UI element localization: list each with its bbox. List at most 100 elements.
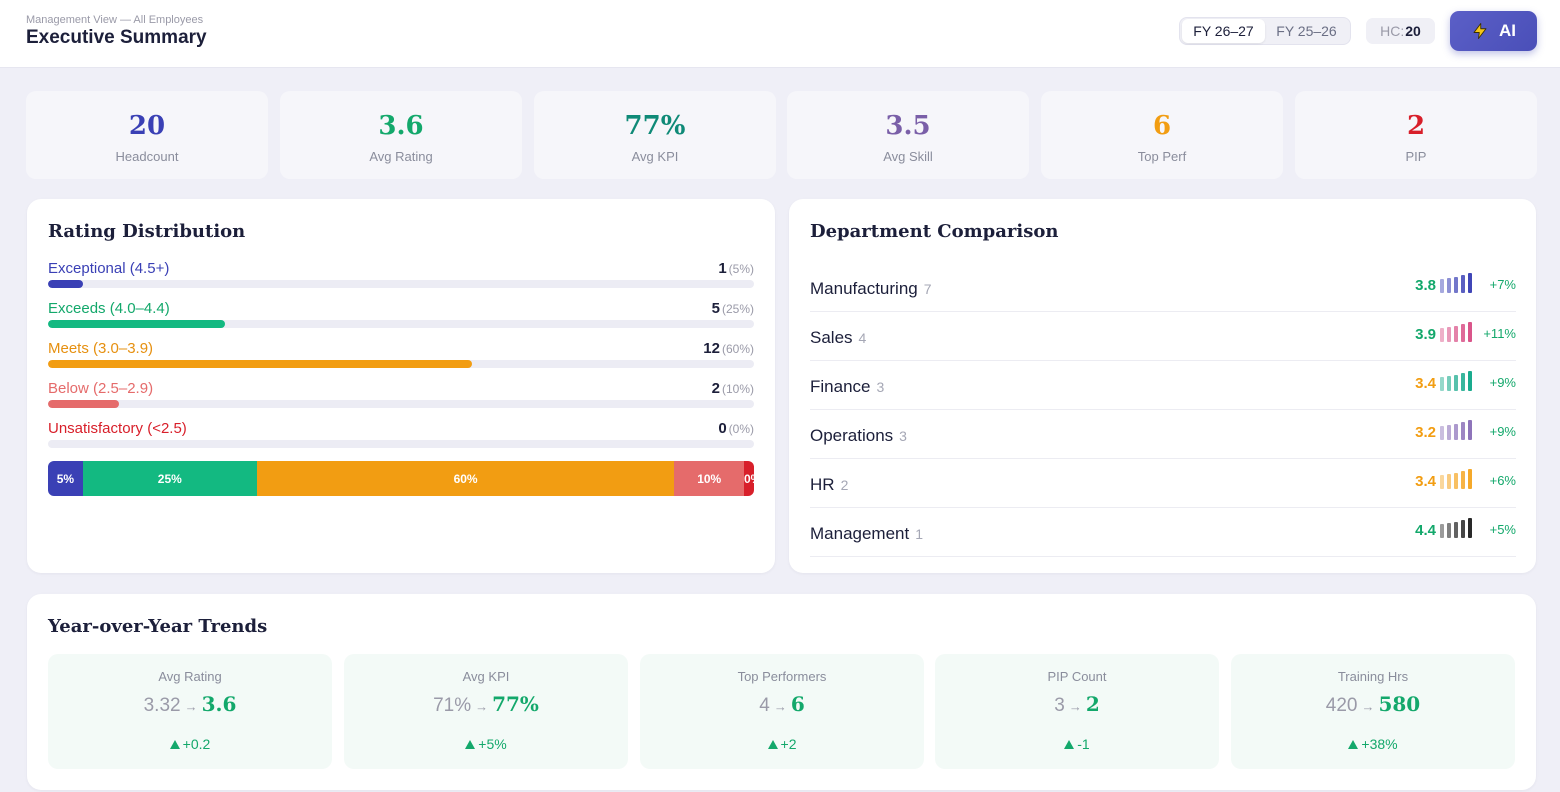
dept-sparkline (1440, 420, 1472, 440)
kpi-card-pip: 2 PIP (1295, 91, 1537, 179)
trend-card-avg-rating: Avg Rating 3.32 → 3.6 +0.2 (48, 654, 332, 769)
sparkline-bar (1447, 327, 1451, 342)
sparkline-bar (1468, 273, 1472, 293)
sparkline-bar (1461, 520, 1465, 538)
dept-change: +11% (1483, 326, 1516, 341)
dept-score: 4.4 (1415, 522, 1436, 539)
lightning-bolt-icon (1473, 23, 1487, 39)
kpi-card-avg-kpi: 77% Avg KPI (534, 91, 776, 179)
dept-row-hr[interactable]: HR 2 3.4 +6% (810, 459, 1516, 508)
trend-label: Training Hrs (1337, 669, 1409, 684)
trend-curr: 77% (492, 692, 539, 716)
dept-name-label: Management (810, 524, 910, 543)
dept-name-label: Operations (810, 426, 894, 445)
fy-option-current[interactable]: FY 26–27 (1182, 19, 1265, 43)
rating-row-count: 0 (0%) (718, 420, 754, 437)
rating-bar-track (48, 440, 754, 448)
trend-delta-value: -1 (1077, 736, 1090, 752)
kpi-value: 6 (1152, 111, 1172, 141)
rating-count-pct: (5%) (728, 262, 754, 276)
rating-count-pct: (25%) (721, 302, 754, 316)
sparkline-bar (1468, 322, 1472, 342)
arrow-right-icon: → (1361, 699, 1375, 714)
kpi-card-headcount: 20 Headcount (26, 91, 268, 179)
rating-bar-fill (48, 320, 225, 328)
sparkline-bar (1468, 469, 1472, 489)
kpi-value: 77% (624, 111, 686, 141)
trend-delta: +0.2 (48, 736, 332, 752)
sparkline-bar (1440, 524, 1444, 538)
rating-row-below: Below (2.5–2.9) 2 (10%) (48, 380, 754, 414)
rating-row-label: Meets (3.0–3.9) (48, 340, 154, 357)
ai-button[interactable]: AI (1450, 11, 1537, 51)
stack-segment-exceeds: 25% (82, 461, 257, 496)
rating-count-pct: (10%) (721, 382, 754, 396)
trend-label: Avg KPI (462, 669, 510, 684)
rating-bar-track (48, 400, 754, 408)
fy-option-previous[interactable]: FY 25–26 (1276, 23, 1337, 39)
rating-bar-fill (48, 400, 119, 408)
arrow-right-icon: → (184, 699, 198, 714)
rating-bar-fill (48, 360, 472, 368)
dept-name-label: HR (810, 475, 835, 494)
trend-curr: 6 (790, 692, 805, 716)
dept-row-finance[interactable]: Finance 3 3.4 +9% (810, 361, 1516, 410)
breadcrumb: Management View — All Employees (26, 14, 204, 26)
arrow-right-icon: → (475, 699, 489, 714)
kpi-value: 3.5 (885, 111, 931, 141)
kpi-card-avg-rating: 3.6 Avg Rating (280, 91, 522, 179)
sparkline-bar (1454, 522, 1458, 538)
page-title: Executive Summary (26, 27, 207, 48)
triangle-up-icon (1064, 740, 1075, 749)
sparkline-bar (1468, 518, 1472, 538)
trend-values: 420 → 580 (1231, 692, 1515, 717)
rating-bar-track (48, 360, 754, 368)
sparkline-bar (1461, 373, 1465, 391)
trend-label: PIP Count (1047, 669, 1107, 684)
trend-card-pip-count: PIP Count 3 → 2 -1 (935, 654, 1219, 769)
sparkline-bar (1447, 376, 1451, 391)
trend-label: Top Performers (737, 669, 827, 684)
dept-name-label: Sales (810, 328, 853, 347)
stack-segment-meets: 60% (256, 461, 675, 496)
rating-stacked-bar: 5% 25% 60% 10% 0% (48, 461, 754, 496)
dept-row-operations[interactable]: Operations 3 3.2 +9% (810, 410, 1516, 459)
dept-count: 7 (923, 281, 932, 297)
trend-card-training-hrs: Training Hrs 420 → 580 +38% (1231, 654, 1515, 769)
kpi-label: PIP (1405, 149, 1427, 164)
sparkline-bar (1440, 328, 1444, 342)
dept-score: 3.9 (1415, 326, 1436, 343)
trend-values: 3.32 → 3.6 (48, 692, 332, 717)
ai-button-label: AI (1499, 21, 1516, 40)
rating-bar-track (48, 280, 754, 288)
department-comparison-card (789, 199, 1536, 573)
rating-row-exceptional: Exceptional (4.5+) 1 (5%) (48, 260, 754, 294)
dept-sparkline (1440, 371, 1472, 391)
rating-row-count: 5 (25%) (712, 300, 754, 317)
dept-name: Finance 3 (810, 377, 884, 397)
dept-row-sales[interactable]: Sales 4 3.9 +11% (810, 312, 1516, 361)
rating-row-meets: Meets (3.0–3.9) 12 (60%) (48, 340, 754, 374)
dept-count: 3 (899, 428, 907, 444)
kpi-label: Avg KPI (631, 149, 679, 164)
headcount-pill: HC: 20 (1366, 18, 1435, 44)
sparkline-bar (1461, 471, 1465, 489)
trend-prev: 3 (1054, 695, 1065, 716)
kpi-label: Top Perf (1137, 149, 1187, 164)
sparkline-bar (1454, 326, 1458, 342)
trend-delta-value: +5% (478, 736, 507, 752)
sparkline-bar (1461, 324, 1465, 342)
sparkline-bar (1440, 426, 1444, 440)
kpi-value: 3.6 (378, 111, 424, 141)
rating-count-value: 2 (711, 380, 720, 397)
trend-delta: +38% (1231, 736, 1515, 752)
rating-row-label: Exceeds (4.0–4.4) (48, 300, 170, 317)
dept-name-label: Finance (810, 377, 871, 396)
rating-bar-track (48, 320, 754, 328)
sparkline-bar (1468, 420, 1472, 440)
dept-count: 2 (840, 477, 849, 493)
dept-row-manufacturing[interactable]: Manufacturing 7 3.8 +7% (810, 263, 1516, 312)
dept-row-management[interactable]: Management 1 4.4 +5% (810, 508, 1516, 557)
dept-sparkline (1440, 322, 1472, 342)
dept-score: 3.8 (1415, 277, 1436, 294)
